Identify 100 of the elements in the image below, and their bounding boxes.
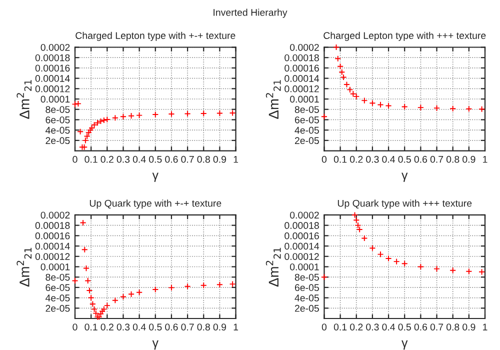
x-tick-label: 1 xyxy=(483,324,488,330)
y-tick-label: 0.0001 xyxy=(40,263,70,270)
point xyxy=(354,222,362,229)
y-tick-label: 0.0002 xyxy=(40,44,70,51)
y-tick-label: 0.0002 xyxy=(40,212,70,219)
point xyxy=(82,137,89,144)
point xyxy=(97,118,104,125)
point xyxy=(100,116,108,124)
x-axis-title: γ xyxy=(152,340,158,350)
x-tick-label: 0.3 xyxy=(116,156,130,163)
point xyxy=(385,102,392,110)
y-tick-label: 6e-05 xyxy=(294,284,319,292)
x-tick-label: 0.9 xyxy=(462,324,476,330)
x-tick-label: 1 xyxy=(483,156,488,163)
point xyxy=(72,100,78,108)
y-tick-label: 2e-05 xyxy=(46,137,70,144)
point xyxy=(393,258,400,265)
y-tick-label: 4e-05 xyxy=(46,126,70,134)
y-tick-label: 0.00014 xyxy=(35,75,70,82)
point xyxy=(84,277,92,284)
chart-title: Charged Lepton type with +-+ texture xyxy=(76,32,236,41)
x-tick-label: 0.2 xyxy=(350,156,363,163)
chart-title: Charged Lepton type with +++ texture xyxy=(324,32,486,41)
point xyxy=(86,287,93,294)
point xyxy=(417,263,424,270)
y-tick-label: 2e-05 xyxy=(294,304,319,312)
x-tick-label: 0.1 xyxy=(84,324,98,330)
point xyxy=(88,294,94,302)
x-tick-label: 0.4 xyxy=(382,156,396,163)
point xyxy=(77,128,84,135)
point xyxy=(337,63,344,70)
y-tick-label: 0.0001 xyxy=(290,96,319,103)
point xyxy=(369,244,376,252)
x-tick-label: 0.3 xyxy=(116,324,130,330)
x-tick-label: 0 xyxy=(72,156,78,163)
y-tick-label: 6e-05 xyxy=(46,116,70,124)
point xyxy=(168,284,175,291)
point xyxy=(334,55,342,62)
x-tick-label: 0.6 xyxy=(165,156,178,163)
x-tick-label: 0.4 xyxy=(382,324,396,330)
point xyxy=(184,110,191,118)
point xyxy=(94,120,101,126)
point xyxy=(91,306,98,312)
x-tick-label: 0 xyxy=(322,324,327,330)
point xyxy=(128,290,135,298)
point xyxy=(78,144,86,150)
x-tick-label: 0.8 xyxy=(197,324,210,330)
y-tick-label: 0.00018 xyxy=(35,222,70,229)
point xyxy=(136,112,143,119)
point xyxy=(229,280,236,288)
point xyxy=(200,110,207,117)
x-tick-label: 0.3 xyxy=(366,156,379,163)
x-tick-label: 0.6 xyxy=(414,156,428,163)
x-axis-title: γ xyxy=(402,340,408,350)
text: Inverted Hierarhy xyxy=(214,8,288,18)
x-tick-label: 0.3 xyxy=(366,324,379,330)
point xyxy=(200,282,207,289)
y-tick-label: 0.0001 xyxy=(40,96,70,103)
point xyxy=(81,246,88,253)
y-tick-label: 4e-05 xyxy=(294,126,319,134)
x-tick-label: 1 xyxy=(234,324,238,330)
point xyxy=(401,260,408,267)
point xyxy=(84,133,90,140)
point xyxy=(478,106,486,112)
point xyxy=(136,289,143,296)
y-tick-label: 0.00016 xyxy=(35,64,70,72)
x-tick-label: 0.9 xyxy=(213,324,226,330)
x-tick-label: 0 xyxy=(322,156,327,163)
chart-title: Up Quark type with +++ texture xyxy=(338,200,472,209)
y-tick-label: 0.00018 xyxy=(284,54,319,62)
point xyxy=(120,293,126,300)
point xyxy=(72,277,78,284)
y-tick-label: 0.00014 xyxy=(35,242,70,250)
x-tick-label: 0.8 xyxy=(446,156,460,163)
point xyxy=(104,116,110,123)
point xyxy=(216,281,223,288)
x-tick-label: 0.7 xyxy=(430,156,444,163)
x-tick-label: 0.4 xyxy=(132,324,146,330)
point xyxy=(112,297,118,304)
point xyxy=(350,90,356,98)
point xyxy=(450,105,456,112)
point xyxy=(184,283,191,290)
x-tick-label: 0.5 xyxy=(149,156,162,163)
point xyxy=(353,216,360,224)
point xyxy=(338,68,346,76)
chart-title: Up Quark type with +-+ texture xyxy=(90,200,222,209)
x-tick-label: 0.1 xyxy=(334,156,347,163)
x-tick-label: 1 xyxy=(234,156,238,163)
point xyxy=(478,268,486,276)
point xyxy=(450,267,456,274)
x-tick-label: 0.5 xyxy=(398,324,411,330)
point xyxy=(152,111,159,118)
y-tick-label: 0.0002 xyxy=(290,212,319,219)
y-tick-label: 0.00012 xyxy=(35,253,70,260)
x-tick-label: 0.7 xyxy=(181,324,194,330)
x-tick-label: 0.9 xyxy=(462,156,476,163)
y-tick-label: 0.0001 xyxy=(290,263,319,270)
y-tick-label: 6e-05 xyxy=(46,284,70,292)
point xyxy=(434,266,440,272)
x-tick-label: 0.9 xyxy=(213,156,226,163)
